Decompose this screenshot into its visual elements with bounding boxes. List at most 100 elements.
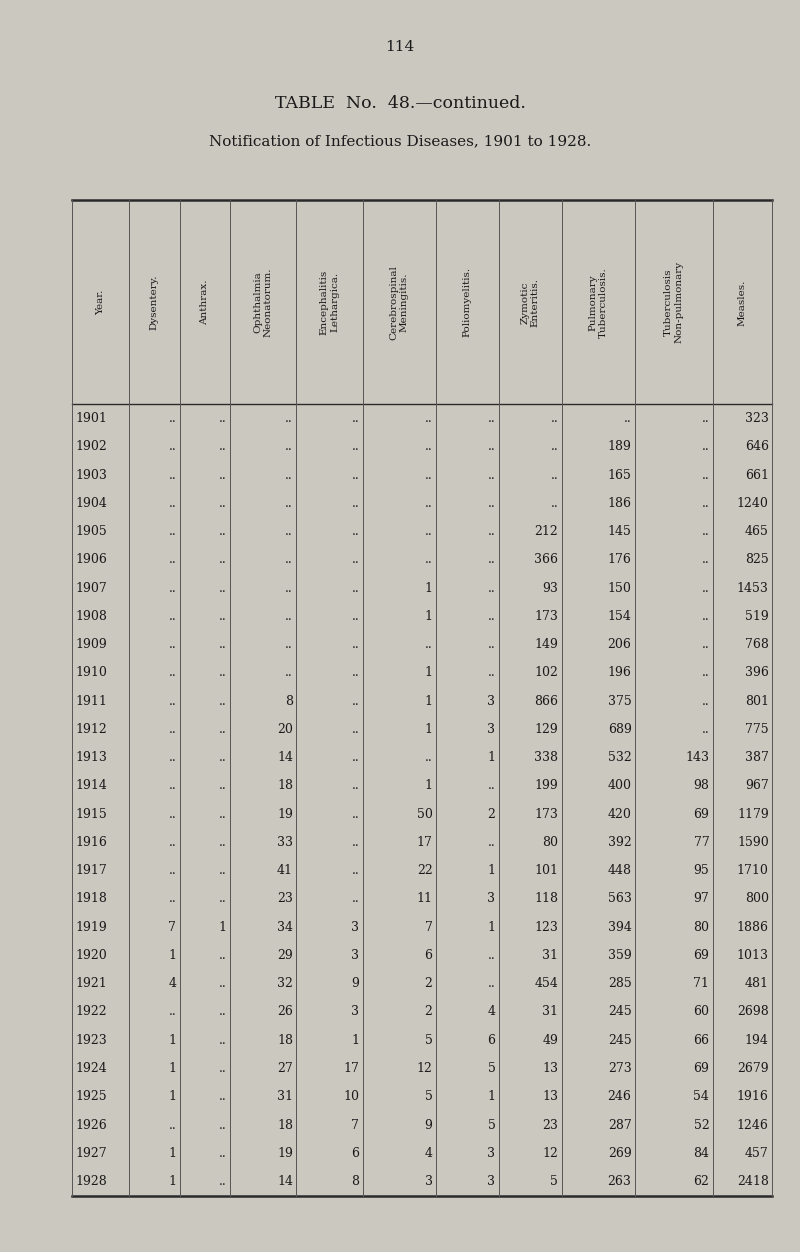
Text: 465: 465: [745, 525, 769, 538]
Text: ..: ..: [169, 497, 176, 510]
Text: ..: ..: [550, 441, 558, 453]
Text: 2698: 2698: [737, 1005, 769, 1018]
Text: 1240: 1240: [737, 497, 769, 510]
Text: ..: ..: [488, 441, 495, 453]
Text: Pulmonary
Tuberculosis.: Pulmonary Tuberculosis.: [589, 267, 608, 338]
Text: 10: 10: [343, 1090, 359, 1103]
Text: 1: 1: [351, 1034, 359, 1047]
Text: 1922: 1922: [75, 1005, 107, 1018]
Text: ..: ..: [219, 1005, 226, 1018]
Text: 12: 12: [542, 1147, 558, 1159]
Text: 49: 49: [542, 1034, 558, 1047]
Text: 165: 165: [608, 468, 631, 482]
Text: 1453: 1453: [737, 582, 769, 595]
Text: ..: ..: [351, 441, 359, 453]
Text: 23: 23: [277, 893, 293, 905]
Text: 481: 481: [745, 978, 769, 990]
Text: ..: ..: [286, 610, 293, 622]
Text: ..: ..: [169, 722, 176, 736]
Text: 5: 5: [425, 1090, 433, 1103]
Text: 801: 801: [745, 695, 769, 707]
Text: ..: ..: [169, 468, 176, 482]
Text: ..: ..: [351, 808, 359, 820]
Text: 173: 173: [534, 610, 558, 622]
Text: ..: ..: [286, 468, 293, 482]
Text: 1916: 1916: [75, 836, 107, 849]
Text: 3: 3: [351, 1005, 359, 1018]
Text: ..: ..: [219, 610, 226, 622]
Text: ..: ..: [219, 780, 226, 793]
Text: 189: 189: [608, 441, 631, 453]
Text: ..: ..: [351, 722, 359, 736]
Text: ..: ..: [550, 412, 558, 424]
Text: 269: 269: [608, 1147, 631, 1159]
Text: ..: ..: [702, 582, 710, 595]
Text: ..: ..: [169, 893, 176, 905]
Text: ..: ..: [286, 441, 293, 453]
Text: 1915: 1915: [75, 808, 107, 820]
Text: 69: 69: [694, 949, 710, 962]
Text: 563: 563: [608, 893, 631, 905]
Text: ..: ..: [425, 639, 433, 651]
Text: ..: ..: [286, 639, 293, 651]
Text: ..: ..: [425, 497, 433, 510]
Text: ..: ..: [219, 1062, 226, 1075]
Text: ..: ..: [351, 412, 359, 424]
Text: ..: ..: [351, 582, 359, 595]
Text: 1927: 1927: [75, 1147, 107, 1159]
Text: 1905: 1905: [75, 525, 107, 538]
Text: 1: 1: [487, 920, 495, 934]
Text: ..: ..: [169, 639, 176, 651]
Text: 20: 20: [277, 722, 293, 736]
Text: 31: 31: [542, 949, 558, 962]
Text: ..: ..: [550, 468, 558, 482]
Text: 1: 1: [168, 1090, 176, 1103]
Text: ..: ..: [219, 639, 226, 651]
Text: 114: 114: [386, 40, 414, 54]
Text: Anthrax.: Anthrax.: [200, 279, 209, 326]
Text: 2418: 2418: [737, 1176, 769, 1188]
Text: 1920: 1920: [75, 949, 107, 962]
Text: 13: 13: [542, 1090, 558, 1103]
Text: ..: ..: [425, 468, 433, 482]
Text: ..: ..: [351, 695, 359, 707]
Text: ..: ..: [169, 780, 176, 793]
Text: 457: 457: [745, 1147, 769, 1159]
Text: 22: 22: [417, 864, 433, 878]
Text: ..: ..: [219, 497, 226, 510]
Text: ..: ..: [219, 1034, 226, 1047]
Text: 519: 519: [745, 610, 769, 622]
Text: 101: 101: [534, 864, 558, 878]
Text: ..: ..: [219, 1176, 226, 1188]
Text: ..: ..: [702, 722, 710, 736]
Text: 1246: 1246: [737, 1118, 769, 1132]
Text: 375: 375: [608, 695, 631, 707]
Text: 3: 3: [351, 949, 359, 962]
Text: 1: 1: [168, 1176, 176, 1188]
Text: ..: ..: [169, 553, 176, 566]
Text: ..: ..: [425, 441, 433, 453]
Text: ..: ..: [702, 639, 710, 651]
Text: ..: ..: [488, 978, 495, 990]
Text: 1908: 1908: [75, 610, 107, 622]
Text: 1: 1: [487, 864, 495, 878]
Text: 154: 154: [608, 610, 631, 622]
Text: 123: 123: [534, 920, 558, 934]
Text: 3: 3: [487, 893, 495, 905]
Text: ..: ..: [219, 582, 226, 595]
Text: 8: 8: [285, 695, 293, 707]
Text: 11: 11: [417, 893, 433, 905]
Text: ..: ..: [169, 695, 176, 707]
Text: ..: ..: [169, 582, 176, 595]
Text: 4: 4: [425, 1147, 433, 1159]
Text: 1926: 1926: [75, 1118, 107, 1132]
Text: 5: 5: [487, 1062, 495, 1075]
Text: 6: 6: [425, 949, 433, 962]
Text: 173: 173: [534, 808, 558, 820]
Text: ..: ..: [702, 525, 710, 538]
Text: 8: 8: [351, 1176, 359, 1188]
Text: 19: 19: [277, 808, 293, 820]
Text: 62: 62: [694, 1176, 710, 1188]
Text: ..: ..: [169, 412, 176, 424]
Text: 1923: 1923: [75, 1034, 107, 1047]
